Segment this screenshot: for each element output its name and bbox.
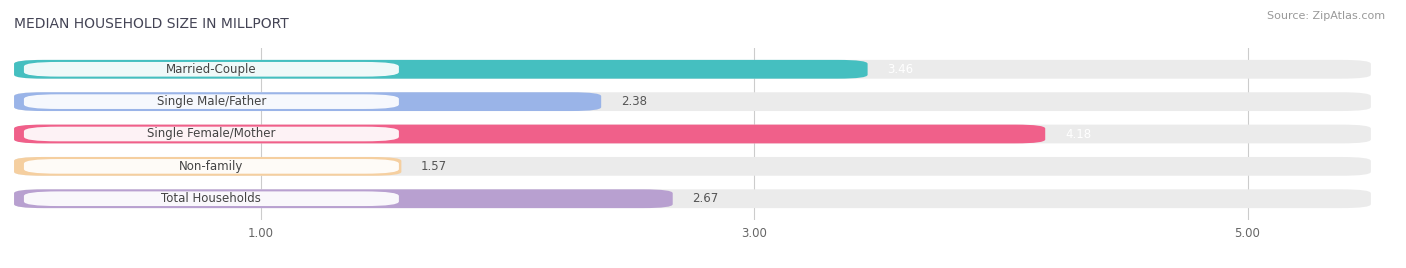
FancyBboxPatch shape [14,60,868,79]
FancyBboxPatch shape [24,159,399,174]
FancyBboxPatch shape [14,189,1371,208]
FancyBboxPatch shape [14,60,1371,79]
FancyBboxPatch shape [14,92,602,111]
Text: MEDIAN HOUSEHOLD SIZE IN MILLPORT: MEDIAN HOUSEHOLD SIZE IN MILLPORT [14,17,288,31]
Text: Single Male/Father: Single Male/Father [156,95,266,108]
FancyBboxPatch shape [14,92,1371,111]
Text: 3.46: 3.46 [887,63,914,76]
Text: Single Female/Mother: Single Female/Mother [148,128,276,140]
Text: Source: ZipAtlas.com: Source: ZipAtlas.com [1267,11,1385,21]
Text: Non-family: Non-family [179,160,243,173]
FancyBboxPatch shape [14,157,1371,176]
Text: Married-Couple: Married-Couple [166,63,257,76]
FancyBboxPatch shape [14,189,672,208]
FancyBboxPatch shape [14,125,1045,143]
FancyBboxPatch shape [24,191,399,206]
FancyBboxPatch shape [14,125,1371,143]
FancyBboxPatch shape [24,62,399,77]
Text: 2.67: 2.67 [692,192,718,205]
FancyBboxPatch shape [24,127,399,141]
Text: 1.57: 1.57 [422,160,447,173]
Text: 2.38: 2.38 [621,95,647,108]
FancyBboxPatch shape [24,94,399,109]
FancyBboxPatch shape [14,157,401,176]
Text: Total Households: Total Households [162,192,262,205]
Text: 4.18: 4.18 [1064,128,1091,140]
